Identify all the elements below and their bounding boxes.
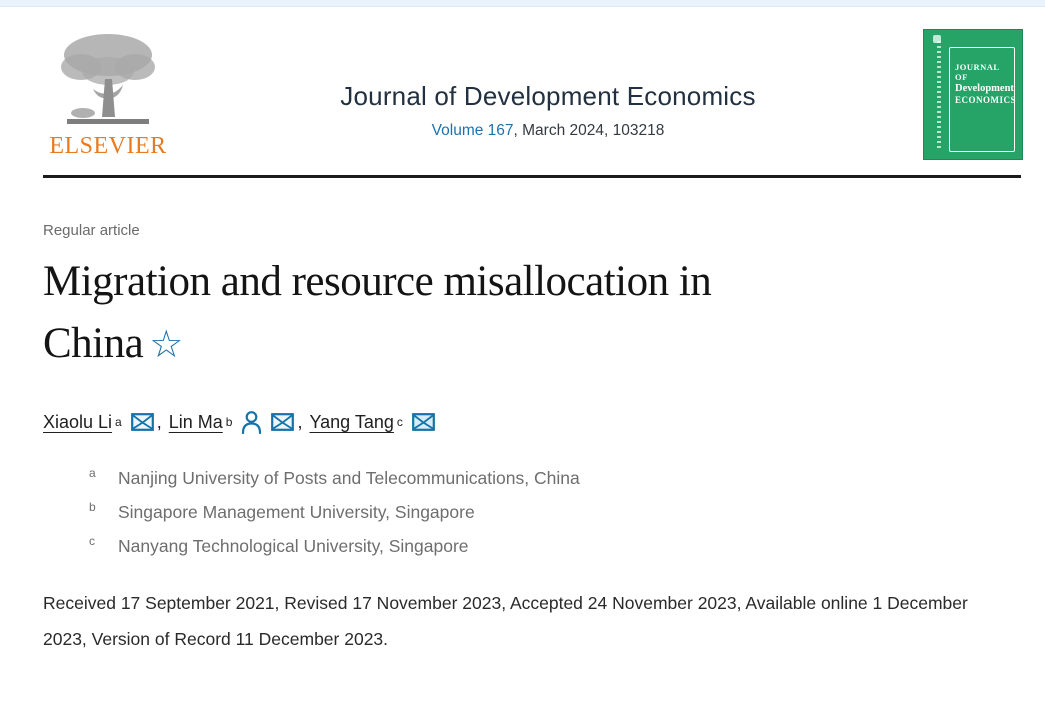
top-accent-bar (0, 0, 1045, 7)
header-divider (43, 175, 1021, 178)
article-title: Migration and resource misallocation in … (43, 251, 1023, 376)
article-dates: Received 17 September 2021, Revised 17 N… (43, 593, 968, 649)
email-author-icon[interactable] (271, 413, 295, 431)
author-list: Xiaolu Li a , Lin Ma b (43, 410, 1023, 434)
affiliation-list: a Nanjing University of Posts and Teleco… (43, 466, 1023, 557)
author-affiliation-sup: b (225, 415, 233, 429)
cover-mini-logo-icon (933, 35, 941, 43)
title-footnote-star-link[interactable]: ☆ (149, 324, 183, 366)
journal-meta: Journal of Development Economics Volume … (173, 29, 923, 140)
author-separator: , (297, 411, 303, 432)
cover-title-line1: JOURNAL OF (955, 62, 1000, 82)
journal-title-link[interactable]: Journal of Development Economics (340, 81, 756, 111)
article-title-line1: Migration and resource misallocation in (43, 258, 712, 305)
affiliation-text: Singapore Management University, Singapo… (118, 502, 475, 522)
affiliation-sup: b (89, 500, 96, 514)
article-header: Regular article Migration and resource m… (43, 222, 1023, 657)
cover-title-box: JOURNAL OF Development ECONOMICS (949, 47, 1017, 152)
volume-link[interactable]: Volume 167 (431, 122, 514, 139)
affiliation-sup: c (89, 534, 95, 548)
issue-info: , March 2024, 103218 (513, 122, 665, 139)
email-author-icon[interactable] (130, 413, 154, 431)
journal-banner: ELSEVIER Journal of Development Economic… (43, 7, 1023, 169)
author-affiliation-sup: a (115, 415, 122, 429)
affiliation-item: b Singapore Management University, Singa… (43, 500, 1023, 523)
page-container: ELSEVIER Journal of Development Economic… (43, 7, 1023, 657)
cover-title-line2: Development (955, 83, 1014, 94)
affiliation-item: c Nanyang Technological University, Sing… (43, 534, 1023, 557)
elsevier-tree-icon (61, 34, 155, 124)
affiliation-item: a Nanjing University of Posts and Teleco… (43, 466, 1023, 489)
elsevier-wordmark: ELSEVIER (49, 133, 167, 159)
cover-title-line3: ECONOMICS (955, 95, 1017, 105)
author-separator: , (156, 411, 162, 432)
author-link[interactable]: Lin Ma (168, 411, 223, 432)
author-profile-icon[interactable] (241, 410, 262, 434)
author-link[interactable]: Yang Tang (309, 411, 394, 432)
article-type-label: Regular article (43, 222, 140, 239)
author-link[interactable]: Xiaolu Li (43, 411, 113, 432)
affiliation-text: Nanjing University of Posts and Telecomm… (118, 468, 580, 488)
cover-spine-decoration (937, 41, 941, 150)
elsevier-logo[interactable]: ELSEVIER (43, 29, 173, 160)
article-title-line2: China (43, 320, 144, 367)
journal-cover-thumbnail[interactable]: JOURNAL OF Development ECONOMICS (923, 29, 1023, 160)
affiliation-text: Nanyang Technological University, Singap… (118, 536, 469, 556)
volume-issue-line: Volume 167, March 2024, 103218 (173, 122, 923, 140)
affiliation-sup: a (89, 466, 96, 480)
email-author-icon[interactable] (412, 413, 435, 431)
author-affiliation-sup: c (396, 415, 403, 429)
